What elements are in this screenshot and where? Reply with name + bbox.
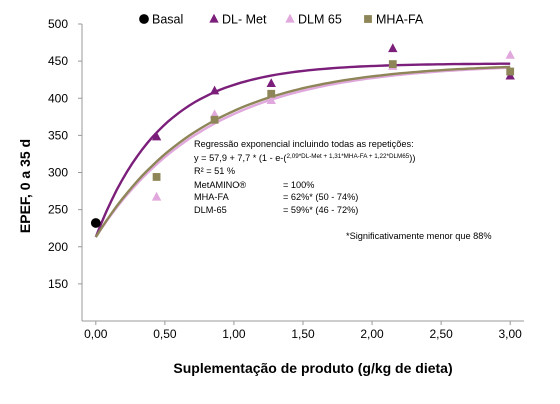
data-point	[505, 49, 515, 59]
y-tick-label: 150	[48, 277, 68, 291]
annotation-r2: R² = 51 %	[194, 166, 235, 176]
y-tick-label: 250	[48, 203, 68, 217]
data-point	[90, 218, 101, 228]
annotation-row-label: DLM-65	[194, 205, 227, 215]
annotation-equation: y = 57,9 + 7,7 * (1 - e-(2,09*DL-Met + 1…	[194, 153, 415, 163]
data-point	[209, 85, 220, 95]
data-point	[506, 67, 515, 76]
x-tick-label: 3,00	[499, 327, 523, 341]
x-tick-label: 2,00	[360, 327, 384, 341]
x-tick-label: 0,00	[84, 327, 108, 341]
equation-suffix: ))	[409, 153, 415, 163]
legend-marker	[285, 13, 295, 23]
legend-label: MHA-FA	[376, 13, 424, 27]
data-point	[266, 78, 276, 87]
significance-note: *Significativamente menor que 88%	[346, 231, 492, 241]
annotation-row-value: = 62%* (50 - 74%)	[283, 192, 358, 202]
data-point	[266, 95, 276, 105]
annotation-row-label: MetAMINO®	[194, 180, 246, 190]
annotation-row-label: MHA-FA	[194, 192, 230, 202]
x-tick-label: 0,50	[153, 327, 177, 341]
y-tick-label: 300	[48, 166, 68, 180]
y-tick-label: 400	[48, 91, 68, 105]
data-point	[267, 89, 276, 98]
equation-prefix: y = 57,9 + 7,7 * (1 - e-(	[194, 153, 286, 163]
data-points	[90, 43, 515, 228]
data-point	[151, 131, 162, 141]
x-axis-title: Suplementação de produto (g/kg de dieta)	[173, 360, 452, 376]
y-tick-label: 500	[48, 17, 68, 31]
y-tick-label: 200	[48, 240, 68, 254]
data-point	[151, 191, 162, 201]
data-point	[210, 115, 219, 124]
legend-marker	[139, 14, 149, 24]
annotation-row-value: = 59%* (46 - 72%)	[283, 205, 358, 215]
data-point	[388, 60, 397, 68]
data-point	[152, 173, 161, 181]
x-tick-label: 2,50	[429, 327, 453, 341]
fitted-curve	[94, 65, 511, 238]
annotation-line1: Regressão exponencial incluindo todas as…	[194, 139, 414, 149]
fitted-curves	[94, 62, 511, 238]
y-tick-label: 350	[48, 128, 68, 142]
x-tick-label: 1,50	[291, 327, 315, 341]
y-ticks: 150 200 250 300 350 400 450 500	[48, 17, 82, 291]
legend-marker	[364, 15, 372, 23]
y-axis-title: EPEF, 0 a 35 d	[17, 139, 33, 233]
fitted-curve	[94, 62, 511, 238]
legend-label: DLM 65	[298, 13, 342, 27]
regression-annotation: Regressão exponencial incluindo todas as…	[194, 139, 492, 241]
x-ticks: 0,00 0,50 1,00 1,50 2,00 2,50 3,00	[84, 321, 522, 341]
data-point	[388, 43, 398, 53]
legend: Basal DL- Met DLM 65 MHA-FA	[139, 13, 424, 27]
legend-label: Basal	[152, 13, 183, 27]
annotation-row-value: = 100%	[283, 180, 314, 190]
y-tick-label: 450	[48, 54, 68, 68]
x-tick-label: 1,00	[222, 327, 246, 341]
legend-marker	[209, 13, 219, 23]
legend-label: DL- Met	[222, 13, 267, 27]
equation-exponent: 2,09*DL-Met + 1,31*MHA-FA + 1,22*DLM65	[286, 153, 409, 160]
